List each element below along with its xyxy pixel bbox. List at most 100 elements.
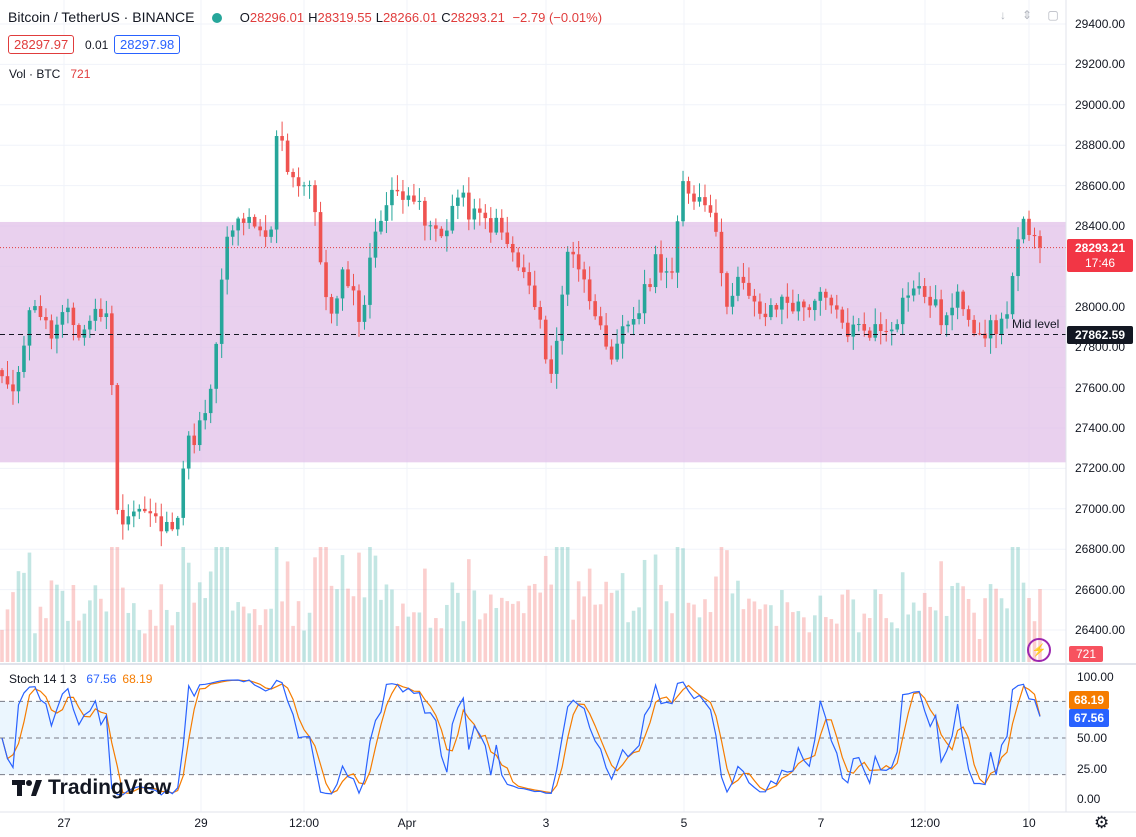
candle-body	[247, 216, 251, 223]
volume-bar	[703, 599, 707, 662]
candle-body	[791, 302, 795, 312]
volume-bar	[977, 638, 982, 662]
price-axis-label: 26800.00	[1075, 542, 1126, 557]
sell-price-button[interactable]: 28297.97	[8, 35, 75, 54]
symbol-legend[interactable]: Bitcoin / TetherUS · BINANCE O28296.01 H2…	[8, 9, 602, 25]
candle-body	[983, 333, 987, 339]
volume-bar	[170, 625, 175, 662]
candle-body	[939, 299, 943, 326]
volume-bar	[582, 596, 586, 662]
volume-bar	[675, 547, 680, 662]
volume-bar	[110, 547, 114, 662]
volume-bar	[824, 617, 828, 662]
ohlc-key-h: H	[308, 10, 318, 25]
volume-bar	[329, 585, 334, 662]
stoch-legend[interactable]: Stoch 14 1 3 67.56 68.19	[9, 672, 152, 686]
lightning-icon[interactable]: ⚡	[1027, 638, 1051, 662]
candle-body	[615, 343, 619, 360]
candle-body	[137, 508, 142, 512]
price-axis-label: 29000.00	[1075, 97, 1126, 112]
volume-bar	[55, 584, 59, 662]
volume-bar	[225, 547, 229, 662]
candle-body	[686, 181, 691, 194]
candle-body	[401, 191, 405, 200]
volume-bar	[423, 568, 427, 662]
candle-body	[16, 371, 21, 392]
candle-body	[357, 290, 361, 322]
candle-body	[840, 309, 845, 323]
price-axis-label: 28400.00	[1075, 219, 1126, 233]
candle-body	[27, 310, 32, 346]
volume-bar	[565, 547, 570, 662]
tradingview-logo[interactable]: TradingView	[12, 776, 171, 800]
volume-bar	[82, 613, 87, 662]
candle-body	[659, 254, 663, 273]
candle-body	[703, 197, 707, 206]
candle-body	[291, 171, 295, 178]
volume-bar	[1038, 589, 1042, 662]
arrow-down-icon[interactable]: ↓	[1000, 8, 1006, 22]
price-axis-label: 29200.00	[1075, 57, 1126, 72]
candle-body	[824, 291, 828, 298]
volume-bar	[697, 617, 702, 662]
price-axis-label: 29400.00	[1075, 17, 1126, 31]
candle-body	[780, 296, 784, 310]
volume-bar	[642, 559, 647, 662]
candle-body	[988, 320, 993, 339]
candle-body	[856, 324, 861, 326]
volume-bar	[626, 622, 630, 662]
candle-body	[219, 279, 224, 344]
candle-body	[972, 319, 976, 334]
volume-bar	[417, 612, 422, 662]
volume-bar	[587, 568, 592, 662]
volume-bar	[758, 609, 762, 662]
volume-bar	[747, 598, 751, 662]
volume-bar	[593, 604, 597, 662]
candle-body	[379, 220, 383, 232]
volume-bar	[725, 550, 729, 662]
price-axis-label: 27600.00	[1075, 380, 1126, 395]
spread-value: 0.01	[85, 38, 109, 52]
candle-body	[769, 305, 773, 318]
candle-body	[1021, 218, 1026, 240]
volume-bar	[791, 612, 795, 662]
candle-body	[456, 197, 460, 206]
time-axis-label: 3	[542, 816, 550, 830]
candle-body	[516, 252, 521, 268]
candle-body	[434, 225, 438, 229]
volume-bar	[571, 619, 575, 662]
candle-body	[505, 232, 510, 244]
symbol-title[interactable]: Bitcoin / TetherUS · BINANCE	[8, 9, 195, 25]
volume-bar	[104, 611, 109, 662]
candle-body	[494, 217, 499, 233]
volume-bar	[16, 571, 21, 662]
candle-body	[412, 195, 416, 202]
last-price-tag: 28293.21	[1067, 239, 1133, 257]
stoch-axis-label: 100.00	[1077, 670, 1114, 684]
buy-price-button[interactable]: 28297.98	[114, 35, 181, 54]
settings-gear-icon[interactable]: ⚙	[1094, 813, 1110, 832]
volume-bar	[873, 589, 878, 662]
candle-body	[961, 291, 965, 310]
time-axis-label: Apr	[397, 816, 417, 830]
candle-body	[483, 212, 488, 219]
maximize-pane-icon[interactable]: ▢	[1047, 8, 1059, 22]
volume-bar	[214, 547, 218, 662]
candle-body	[77, 325, 81, 338]
candle-body	[697, 197, 702, 202]
candle-body	[362, 304, 367, 322]
volume-bar	[950, 586, 954, 662]
candle-body	[911, 288, 916, 296]
price-zone-rectangle[interactable]	[0, 221, 1066, 463]
volume-bar	[516, 601, 521, 662]
volume-bar	[472, 590, 477, 662]
mid-level-price-tag: 27862.59	[1067, 326, 1133, 344]
volume-bar	[752, 601, 757, 662]
candle-body	[708, 205, 713, 213]
volume-bar	[280, 601, 284, 662]
candle-body	[604, 325, 608, 347]
candle-body	[186, 435, 191, 469]
volume-legend[interactable]: Vol · BTC 721	[9, 67, 90, 81]
collapse-pane-icon[interactable]: ⇕	[1021, 8, 1033, 22]
